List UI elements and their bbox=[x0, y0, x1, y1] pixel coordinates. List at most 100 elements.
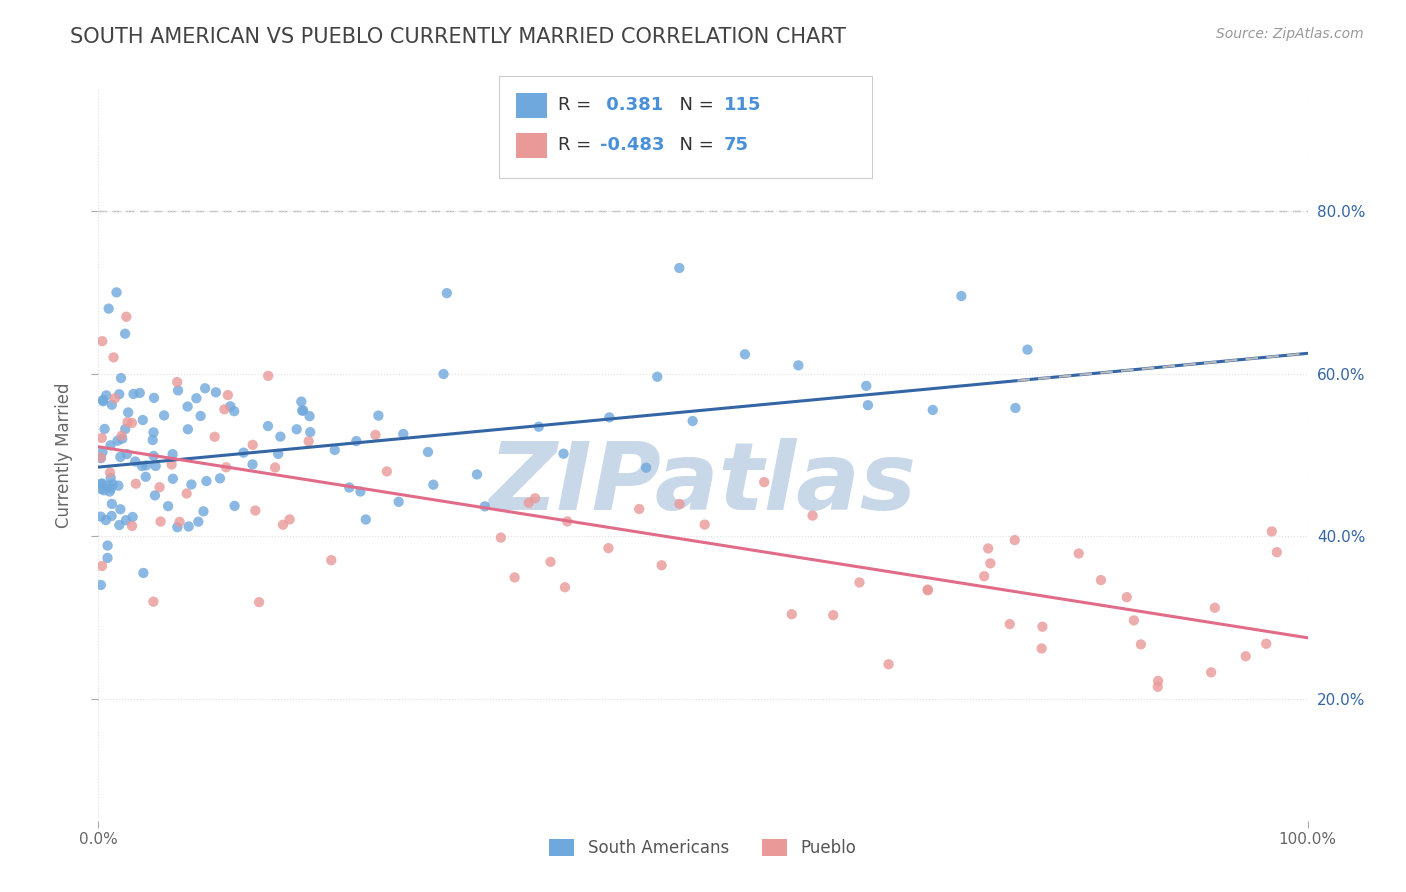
Point bbox=[278, 512, 301, 526]
Point bbox=[917, 582, 939, 597]
Point bbox=[115, 447, 138, 461]
Point bbox=[176, 486, 198, 500]
Legend: South Americans, Pueblo: South Americans, Pueblo bbox=[543, 832, 863, 863]
Point bbox=[149, 480, 172, 494]
Point bbox=[105, 285, 128, 300]
Point bbox=[668, 260, 690, 275]
Point bbox=[465, 467, 488, 482]
Point bbox=[111, 432, 134, 446]
Point bbox=[245, 503, 267, 517]
Point bbox=[1265, 545, 1288, 559]
Point bbox=[1234, 649, 1257, 664]
Point bbox=[787, 359, 810, 373]
Point bbox=[1147, 673, 1170, 688]
Text: ZIPatlas: ZIPatlas bbox=[489, 438, 917, 530]
Point bbox=[167, 384, 190, 398]
Point bbox=[780, 607, 803, 622]
Point bbox=[555, 515, 578, 529]
Point bbox=[855, 379, 877, 393]
Point bbox=[1090, 573, 1112, 587]
Point bbox=[110, 502, 132, 516]
Point bbox=[474, 500, 496, 514]
Point bbox=[1146, 680, 1168, 694]
Point bbox=[219, 400, 242, 414]
Point bbox=[186, 391, 208, 405]
Point bbox=[367, 409, 389, 423]
Point bbox=[91, 392, 114, 407]
Point bbox=[121, 416, 143, 430]
Point bbox=[187, 515, 209, 529]
Point bbox=[527, 419, 550, 434]
Point bbox=[540, 555, 562, 569]
Text: 0.381: 0.381 bbox=[600, 96, 664, 114]
Point bbox=[110, 429, 132, 443]
Point bbox=[121, 519, 143, 533]
Point bbox=[93, 422, 115, 436]
Point bbox=[149, 515, 172, 529]
Point bbox=[132, 566, 155, 580]
Point bbox=[195, 474, 218, 488]
Point bbox=[100, 508, 122, 523]
Point bbox=[124, 454, 146, 468]
Text: Source: ZipAtlas.com: Source: ZipAtlas.com bbox=[1216, 27, 1364, 41]
Point bbox=[375, 465, 398, 479]
Point bbox=[247, 595, 270, 609]
Point bbox=[143, 391, 166, 405]
Point bbox=[97, 479, 120, 493]
Point bbox=[290, 394, 312, 409]
Point bbox=[117, 405, 139, 419]
Point bbox=[636, 460, 658, 475]
Point bbox=[121, 510, 143, 524]
Point bbox=[162, 472, 184, 486]
Point bbox=[91, 476, 114, 491]
Point bbox=[998, 617, 1021, 632]
Point bbox=[232, 445, 254, 459]
Point bbox=[628, 502, 651, 516]
Text: N =: N = bbox=[668, 136, 720, 154]
Point bbox=[323, 442, 346, 457]
Point bbox=[1004, 401, 1026, 415]
Point bbox=[90, 482, 112, 496]
Text: 115: 115 bbox=[724, 96, 762, 114]
Point bbox=[115, 310, 138, 324]
Point bbox=[1199, 665, 1222, 680]
Point bbox=[162, 447, 184, 461]
Point bbox=[96, 550, 118, 565]
Point bbox=[269, 429, 291, 443]
Point bbox=[877, 657, 900, 672]
Point bbox=[299, 425, 322, 440]
Point bbox=[271, 517, 294, 532]
Point bbox=[224, 404, 246, 418]
Point bbox=[1261, 524, 1284, 539]
Point bbox=[135, 470, 157, 484]
Point bbox=[90, 450, 112, 465]
Point bbox=[977, 541, 1000, 556]
Point bbox=[91, 334, 114, 348]
Point bbox=[693, 517, 716, 532]
Point bbox=[91, 559, 114, 574]
Point bbox=[104, 392, 127, 406]
Point bbox=[950, 289, 973, 303]
Point bbox=[668, 497, 690, 511]
Point bbox=[267, 447, 290, 461]
Point bbox=[856, 398, 879, 412]
Point bbox=[193, 504, 215, 518]
Point bbox=[166, 520, 188, 534]
Text: 75: 75 bbox=[724, 136, 749, 154]
Point bbox=[132, 413, 155, 427]
Point bbox=[354, 512, 377, 526]
Point bbox=[101, 477, 124, 491]
Point bbox=[97, 301, 120, 316]
Point bbox=[100, 471, 122, 485]
Point bbox=[651, 558, 673, 573]
Point bbox=[349, 484, 371, 499]
Point bbox=[177, 519, 200, 533]
Point bbox=[1122, 614, 1144, 628]
Point bbox=[848, 575, 870, 590]
Point bbox=[190, 409, 212, 423]
Point bbox=[169, 515, 191, 529]
Point bbox=[91, 445, 114, 459]
Point bbox=[1004, 533, 1026, 547]
Point bbox=[101, 398, 124, 412]
Text: R =: R = bbox=[558, 96, 598, 114]
